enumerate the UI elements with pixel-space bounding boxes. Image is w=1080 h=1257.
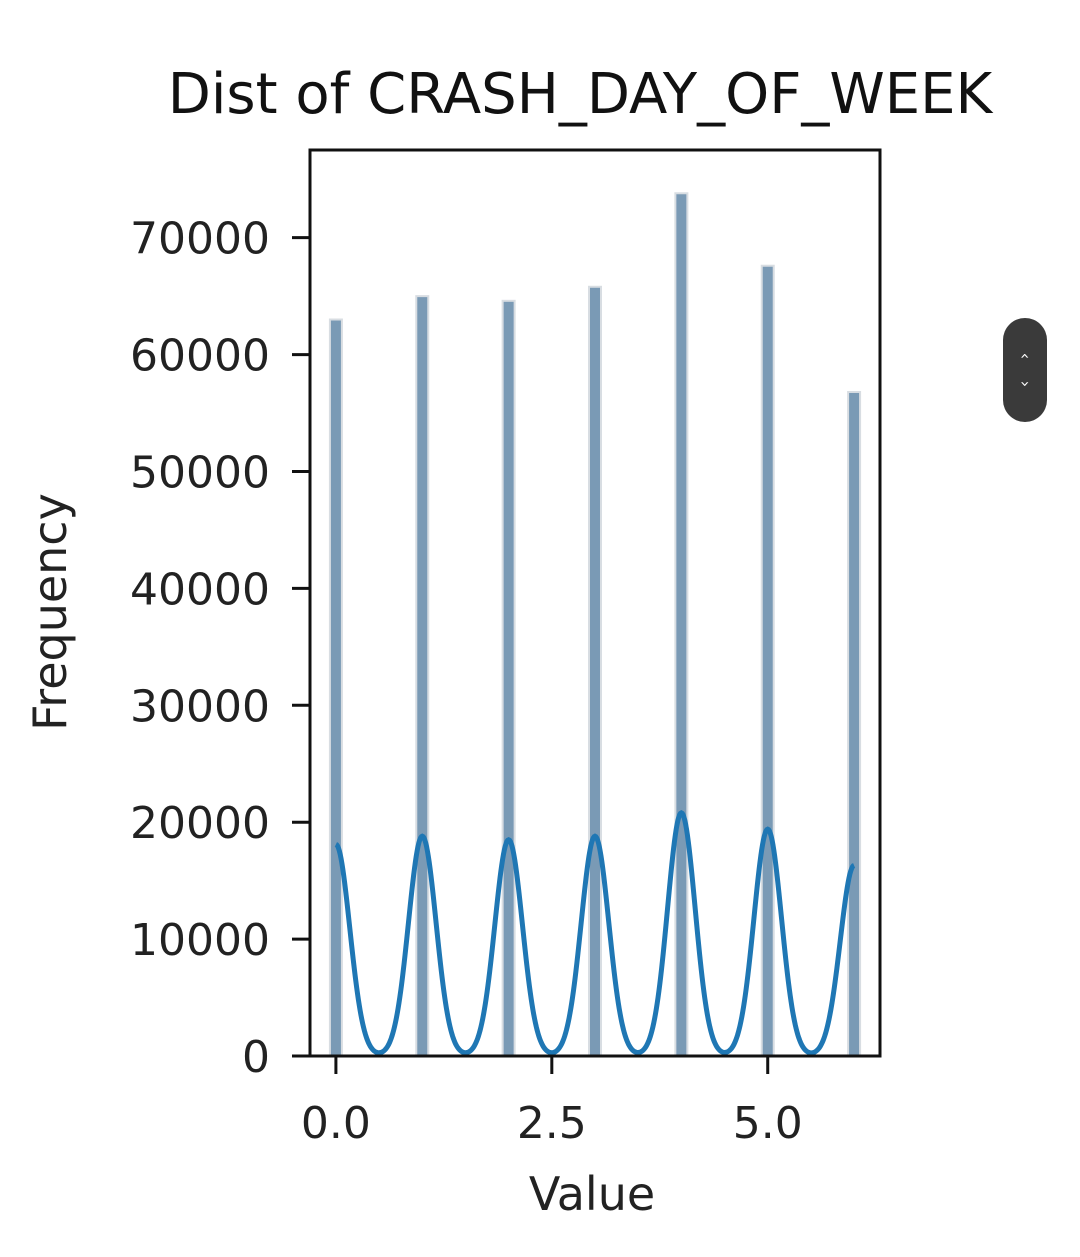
x-axis-label: Value [529,1167,655,1221]
kde-line [334,809,856,1056]
chart-title: Dist of CRASH_DAY_OF_WEEK [168,62,994,127]
y-tick-label: 10000 [130,915,270,966]
bar [328,318,343,1057]
x-axis-ticks: 0.0 2.5 5.0 [301,1056,803,1149]
kde-layer [334,809,856,1056]
x-tick-label: 2.5 [517,1098,587,1149]
bars-layer [328,192,862,1057]
y-tick-label: 20000 [130,798,270,849]
y-axis-label: Frequency [23,493,77,731]
bar [501,299,516,1057]
bar [588,285,602,1057]
plot-frame [308,148,882,1058]
y-axis-ticks: 0 10000 20000 30000 40000 50000 60000 70000 [130,214,310,1083]
y-tick-label: 30000 [130,681,270,732]
bar [415,295,430,1057]
bar [674,192,689,1057]
y-tick-label: 70000 [130,214,270,265]
y-tick-label: 50000 [130,447,270,498]
bar [760,264,775,1057]
x-tick-label: 0.0 [301,1098,371,1149]
y-tick-label: 60000 [130,331,270,382]
scroll-widget[interactable]: ‹ › [1003,318,1047,422]
x-tick-label: 5.0 [733,1098,803,1149]
y-tick-label: 0 [242,1032,270,1083]
bar [847,390,862,1057]
y-tick-label: 40000 [130,564,270,615]
chevron-down-icon[interactable]: › [1016,380,1035,388]
